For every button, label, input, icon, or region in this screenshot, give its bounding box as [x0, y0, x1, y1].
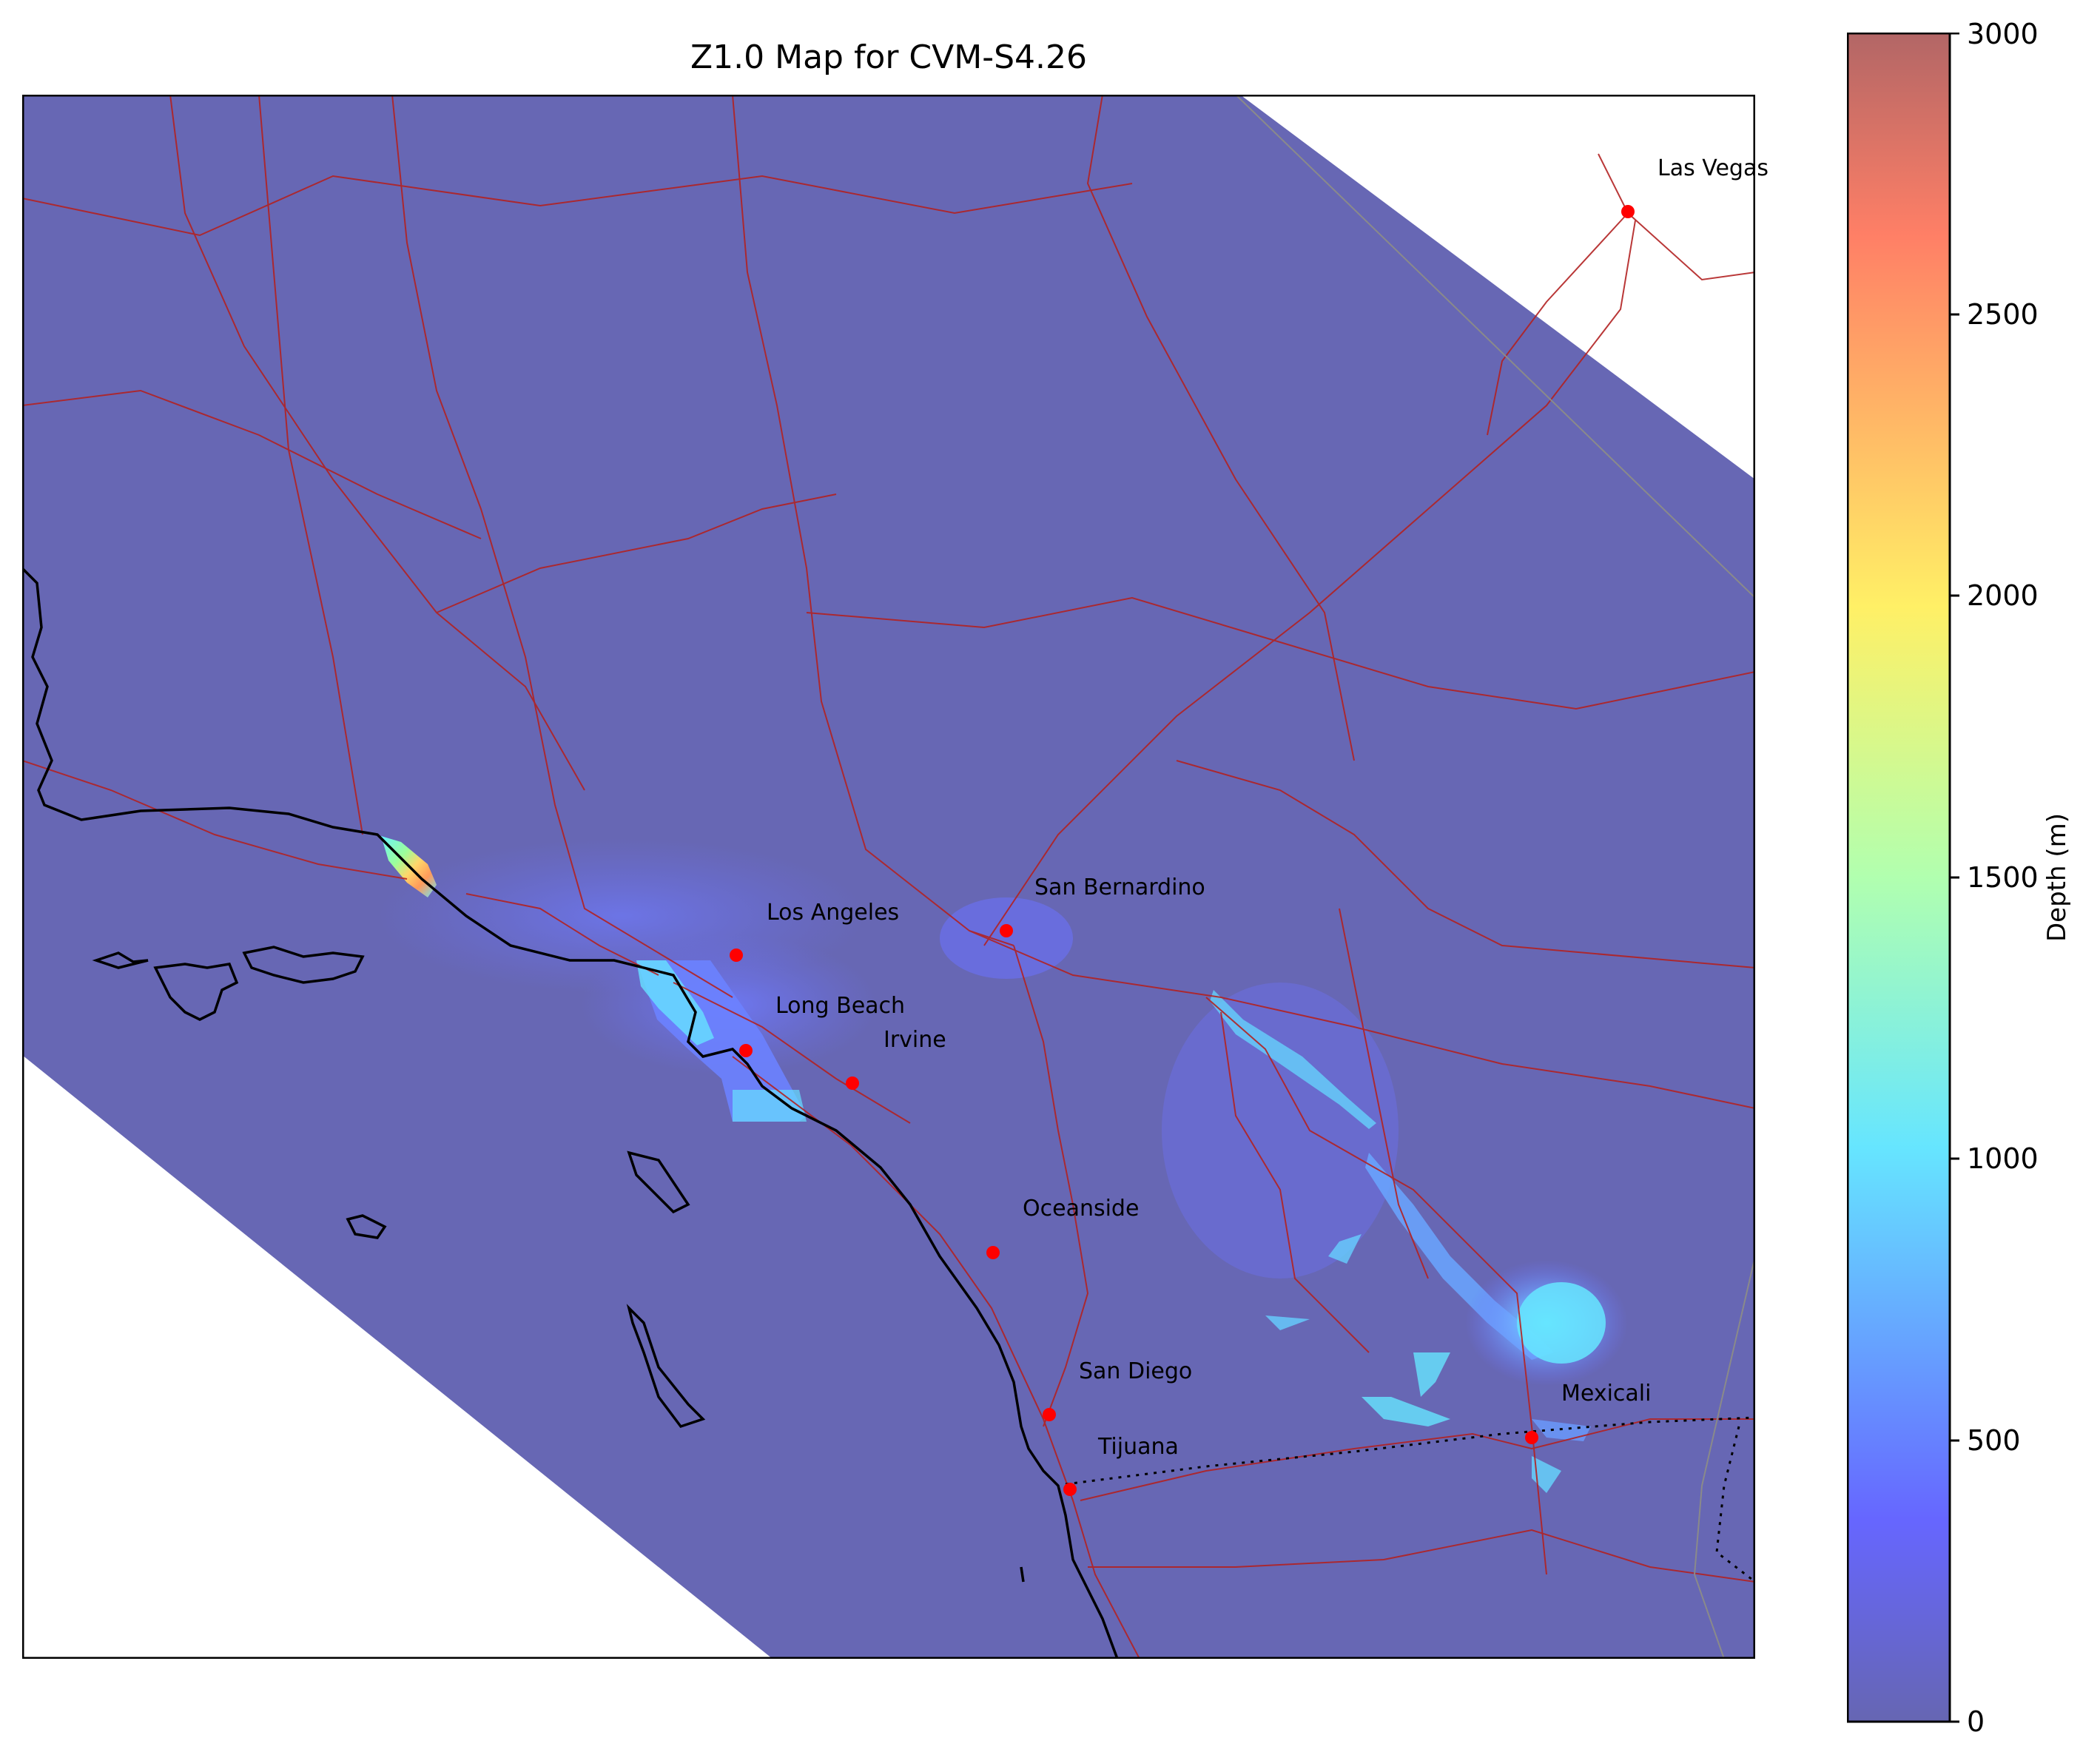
colorbar-tick-2500: 2500 — [1967, 298, 2039, 331]
colorbar-gradient — [1847, 33, 1951, 1722]
colorbar-tick-2000: 2000 — [1967, 579, 2039, 612]
city-label-oceanside: Oceanside — [1023, 1196, 1140, 1222]
marker-tijuana — [1063, 1483, 1077, 1496]
city-label-irvine: Irvine — [884, 1027, 946, 1053]
city-label-las-vegas: Las Vegas — [1658, 155, 1768, 181]
marker-los-angeles — [730, 949, 743, 962]
marker-mexicali — [1525, 1431, 1538, 1444]
city-markers — [730, 205, 1635, 1496]
colorbar-tick-1500: 1500 — [1967, 861, 2039, 894]
marker-long-beach — [739, 1044, 753, 1057]
colorbar-ticks — [1951, 33, 1959, 1723]
city-label-long-beach: Long Beach — [775, 993, 906, 1019]
colorbar-tick-3000: 3000 — [1967, 18, 2039, 50]
state-line — [1235, 95, 1755, 599]
colorbar-label: Depth (m) — [2042, 812, 2072, 943]
colorbar — [1847, 33, 1959, 1723]
model-domain — [22, 95, 1755, 1659]
coastline — [22, 567, 1119, 1659]
colorbar-tick-0: 0 — [1967, 1705, 1985, 1738]
channel-islands — [92, 946, 1025, 1583]
road-network — [22, 95, 1755, 1659]
marker-san-diego — [1043, 1408, 1056, 1421]
city-label-san-diego: San Diego — [1079, 1358, 1193, 1384]
river — [1693, 1256, 1755, 1659]
city-label-los-angeles: Los Angeles — [767, 900, 900, 926]
basin-depth-anomalies — [377, 836, 1628, 1493]
colorbar-tick-500: 500 — [1967, 1424, 2021, 1457]
map-frame: Las Vegas San Bernardino Los Angeles Lon… — [22, 95, 1768, 1659]
city-label-san-bernardino: San Bernardino — [1034, 875, 1205, 900]
colorbar-tick-1000: 1000 — [1967, 1142, 2039, 1175]
us-mexico-border — [1065, 1416, 1755, 1583]
marker-san-bernardino — [1000, 924, 1013, 937]
marker-las-vegas — [1621, 205, 1635, 218]
map-title: Z1.0 Map for CVM-S4.26 — [690, 38, 1087, 76]
map-canvas — [22, 95, 1755, 1659]
marker-irvine — [846, 1077, 859, 1090]
marker-oceanside — [986, 1246, 1000, 1259]
city-label-tijuana: Tijuana — [1098, 1434, 1179, 1460]
city-label-mexicali: Mexicali — [1561, 1381, 1652, 1406]
